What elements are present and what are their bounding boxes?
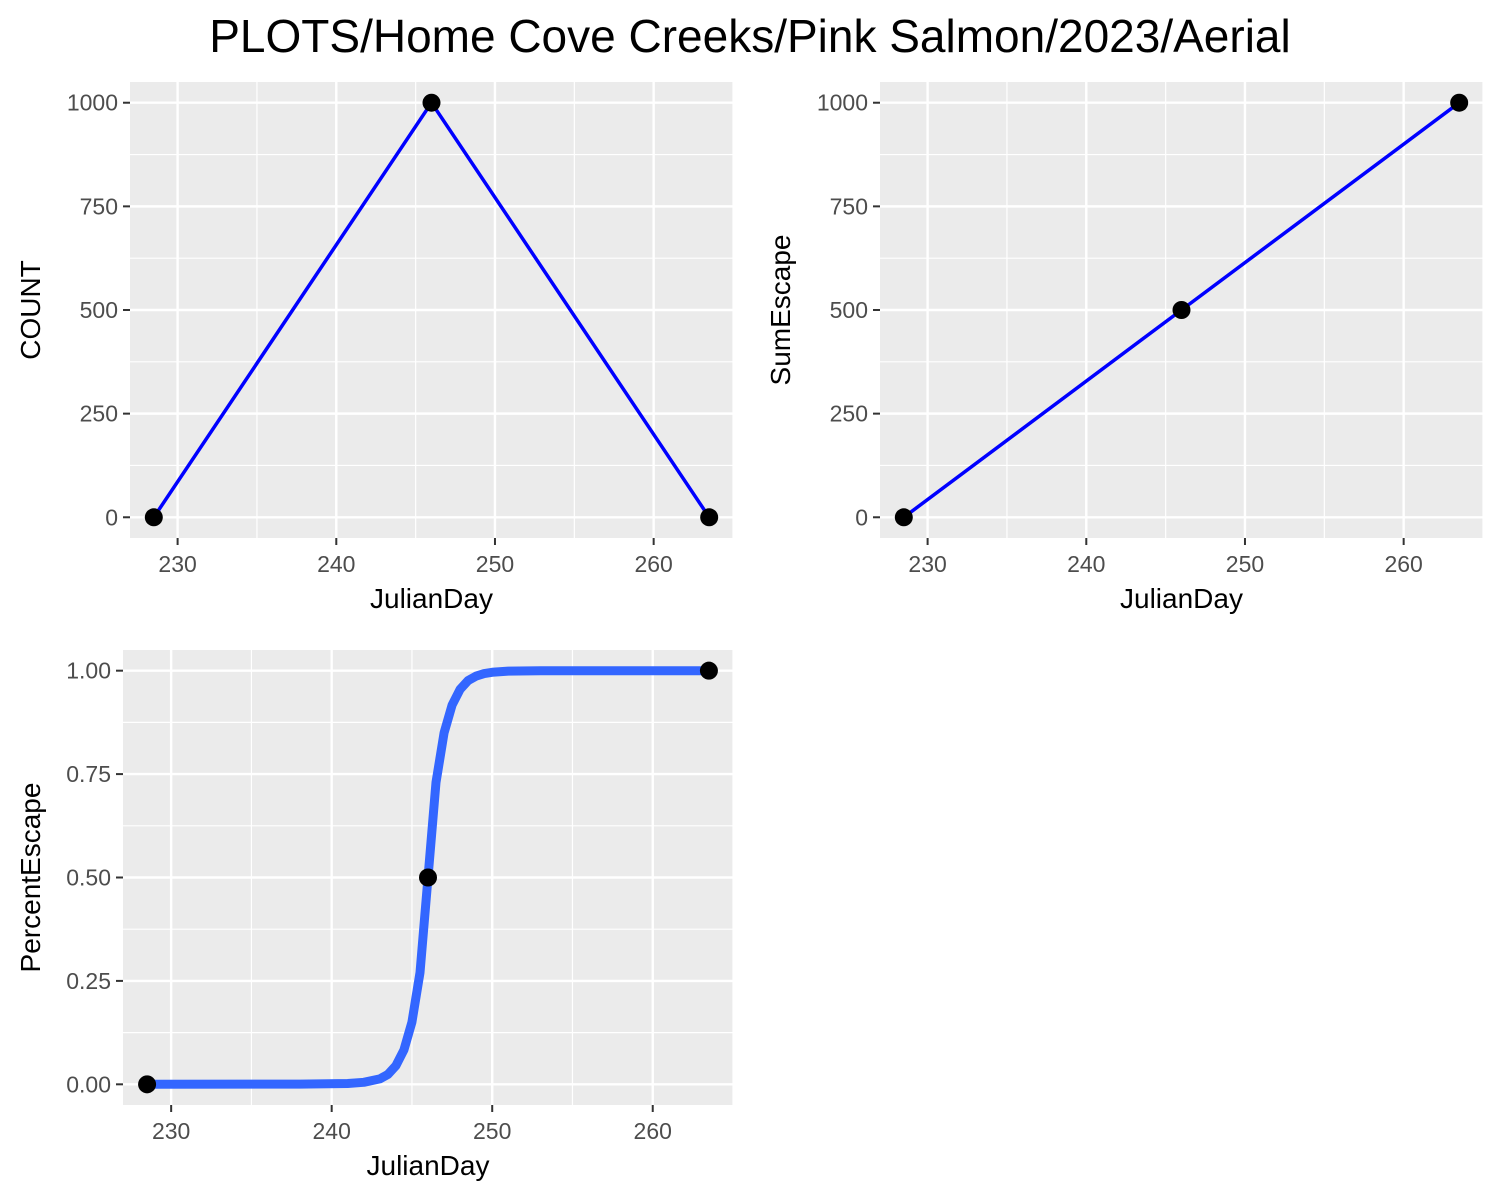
x-axis-title: JulianDay <box>367 1150 490 1181</box>
x-tick-label: 250 <box>473 1118 511 1144</box>
y-tick-label: 1000 <box>817 90 868 116</box>
y-tick-label: 500 <box>830 297 868 323</box>
data-point <box>419 868 437 887</box>
y-tick-label: 0 <box>105 504 118 530</box>
data-point <box>138 1075 157 1094</box>
y-tick-label: 0.25 <box>66 968 111 994</box>
data-point <box>1172 301 1191 319</box>
x-tick-label: 240 <box>312 1118 350 1144</box>
data-point <box>1450 93 1469 112</box>
x-tick-label: 230 <box>908 551 946 577</box>
y-axis-title: COUNT <box>15 260 46 360</box>
y-tick-label: 250 <box>830 401 868 427</box>
panel-3: 230 240 250 260 0.00 0.25 0.50 0.75 1.00 JulianDa… <box>15 650 734 1181</box>
figure-title: PLOTS/Home Cove Creeks/Pink Salmon/2023/… <box>209 10 1290 62</box>
x-tick-label: 240 <box>317 551 355 577</box>
x-tick-label: 260 <box>634 1118 672 1144</box>
x-tick-label: 250 <box>1226 551 1264 577</box>
x-tick-label: 240 <box>1067 551 1105 577</box>
y-tick-label: 750 <box>830 193 868 219</box>
y-tick-label: 750 <box>80 193 118 219</box>
series-line <box>147 666 709 1089</box>
x-axis-title: JulianDay <box>370 583 493 614</box>
panel-1: 230 240 250 260 0 250 500 750 1000 JulianDay COUNT <box>15 82 734 614</box>
y-axis-title: PercentEscape <box>15 783 46 973</box>
x-axis-title: JulianDay <box>1120 583 1243 614</box>
y-tick-label: 500 <box>80 297 118 323</box>
data-point <box>894 508 913 527</box>
y-tick-label: 0 <box>855 504 868 530</box>
data-point <box>422 93 441 112</box>
x-tick-label: 230 <box>152 1118 190 1144</box>
y-tick-label: 0.75 <box>66 761 111 787</box>
y-tick-label: 250 <box>80 401 118 427</box>
y-tick-label: 1000 <box>67 90 118 116</box>
y-tick-label: 1.00 <box>66 658 111 684</box>
data-point <box>144 508 163 527</box>
panel-2: 230 240 250 260 0 250 500 750 1000 JulianDay SumEs… <box>765 82 1484 614</box>
x-tick-label: 250 <box>476 551 514 577</box>
x-tick-label: 230 <box>158 551 196 577</box>
y-tick-label: 0.50 <box>66 865 111 891</box>
x-tick-label: 260 <box>1384 551 1422 577</box>
data-point <box>700 508 719 527</box>
x-tick-label: 260 <box>634 551 672 577</box>
data-point <box>699 661 718 680</box>
y-tick-label: 0.00 <box>66 1071 111 1097</box>
y-axis-title: SumEscape <box>765 235 796 386</box>
